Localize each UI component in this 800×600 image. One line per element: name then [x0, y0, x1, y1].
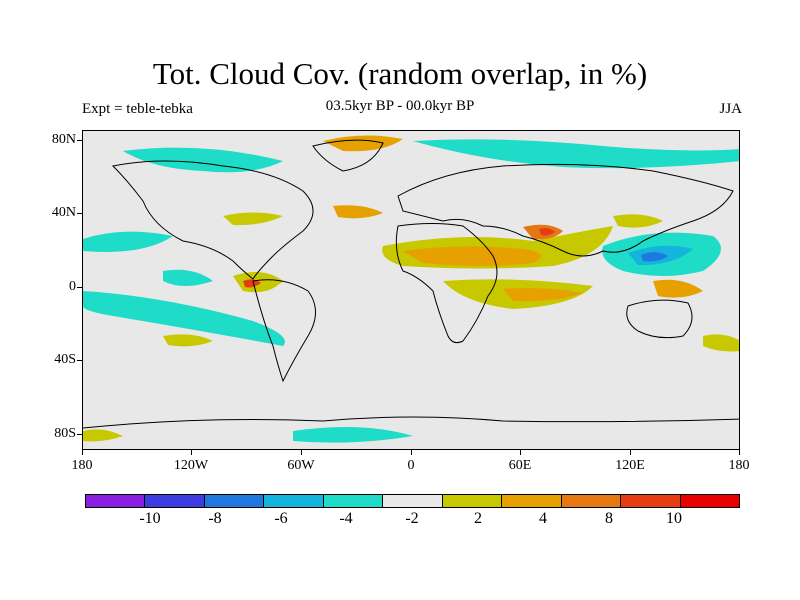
colorbar-label: -8 [208, 510, 222, 527]
africa-coast [395, 223, 498, 344]
south-america-coast [252, 279, 316, 383]
x-tick-label: 0 [407, 458, 415, 473]
x-tick-label: 60W [287, 458, 315, 473]
experiment-label: Expt = teble-tebka [82, 101, 193, 117]
x-tick-label: 180 [71, 458, 93, 473]
colorbar-box [561, 495, 622, 507]
x-tickmark [82, 450, 83, 455]
y-tickmark [77, 434, 82, 435]
warm-anomaly [243, 279, 261, 288]
blue-anomaly [641, 252, 668, 262]
colorbar-box [264, 495, 324, 507]
y-tick-label: 0 [69, 279, 76, 294]
x-tickmark [411, 450, 412, 455]
x-tick-label: 120W [173, 458, 209, 473]
y-tick-label: 40N [51, 205, 76, 220]
warm-anomaly [613, 214, 663, 228]
colorbar-label: -2 [405, 510, 419, 527]
warm-anomaly [83, 429, 123, 442]
warm-anomaly [323, 135, 403, 152]
australia-coast [626, 299, 693, 339]
y-tick-label: 40S [54, 352, 76, 367]
x-tickmark [739, 450, 740, 455]
colorbar-box [323, 495, 384, 507]
colorbar-box [145, 495, 205, 507]
colorbar-box [680, 495, 739, 507]
y-tickmark [77, 360, 82, 361]
x-tickmark [191, 450, 192, 455]
warm-anomaly [653, 279, 703, 298]
colorbar-box [621, 495, 681, 507]
north-america-coast [111, 160, 314, 280]
y-tickmark [77, 140, 82, 141]
x-tick-label: 60E [508, 458, 532, 473]
colorbar [85, 494, 740, 508]
colorbar-label: -4 [339, 510, 353, 527]
eurasia-coast [397, 163, 734, 257]
x-tick-label: 120E [615, 458, 645, 473]
colorbar-label: -10 [139, 510, 161, 527]
period-label: 03.5kyr BP - 00.0kyr BP [325, 98, 475, 114]
colorbar-label: 8 [605, 510, 613, 527]
warm-anomaly [503, 288, 583, 302]
colorbar-label: -6 [274, 510, 288, 527]
teal-anomaly [83, 291, 285, 346]
colorbar-box [204, 495, 265, 507]
colorbar-label: 10 [666, 510, 682, 527]
warm-anomaly [539, 228, 555, 236]
warm-anomaly [403, 246, 541, 266]
y-tick-label: 80S [54, 426, 76, 441]
anomaly-fields [83, 135, 739, 443]
teal-anomaly [163, 269, 213, 286]
colorbar-label: 2 [474, 510, 482, 527]
warm-anomaly [333, 205, 383, 219]
x-tickmark [301, 450, 302, 455]
season-label: JJA [719, 101, 742, 117]
warm-anomaly [703, 334, 739, 352]
teal-anomaly [123, 147, 283, 173]
warm-anomaly [223, 212, 283, 226]
greenland-coast [312, 139, 384, 172]
colorbar-box [86, 495, 146, 507]
colorbar-box [502, 495, 562, 507]
colorbar-box [442, 495, 503, 507]
coastlines [83, 139, 739, 429]
y-tickmark [77, 213, 82, 214]
cloud-cover-anomaly-map [83, 135, 739, 443]
y-tickmark [77, 287, 82, 288]
teal-anomaly [413, 139, 739, 169]
colorbar-label: 4 [539, 510, 547, 527]
world-map-panel [82, 130, 740, 450]
teal-anomaly [83, 231, 173, 252]
x-tick-label: 180 [728, 458, 750, 473]
teal-anomaly [293, 427, 413, 443]
warm-anomaly [163, 334, 213, 347]
y-tick-label: 80N [51, 132, 76, 147]
map-title: Tot. Cloud Cov. (random overlap, in %) [152, 56, 648, 91]
colorbar-box [383, 495, 443, 507]
x-tickmark [630, 450, 631, 455]
antarctica-coast [83, 416, 739, 429]
x-tickmark [520, 450, 521, 455]
